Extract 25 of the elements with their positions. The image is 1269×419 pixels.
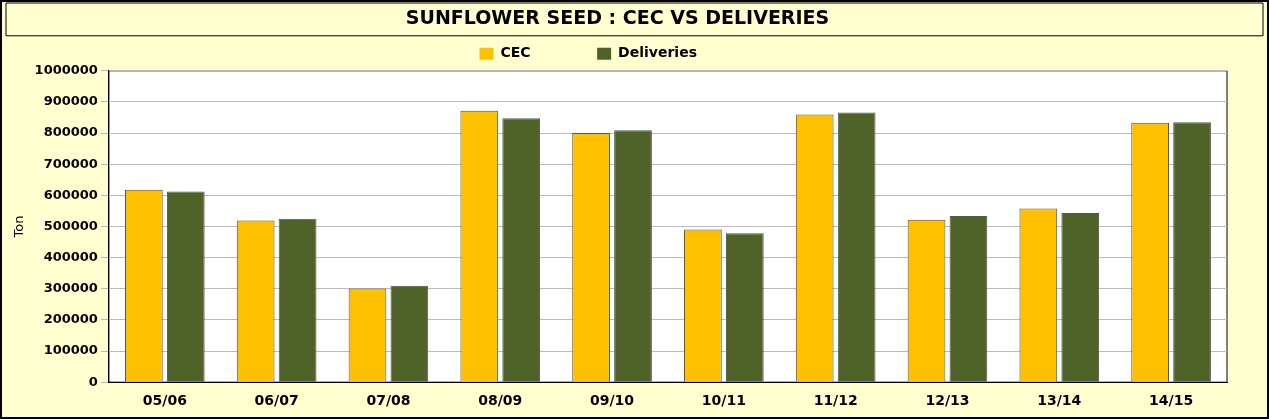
y-tick-label: 100000 xyxy=(43,342,98,358)
y-axis-title: Ton xyxy=(11,215,27,239)
x-tick-label: 08/09 xyxy=(478,392,523,409)
x-tick-label: 06/07 xyxy=(254,392,299,409)
legend-label: Deliveries xyxy=(618,44,756,61)
y-tick-label: 300000 xyxy=(43,280,98,296)
x-tick-label: 12/13 xyxy=(925,392,970,409)
chart-title: SUNFLOWER SEED : CEC VS DELIVERIES xyxy=(405,6,830,29)
y-tick-label: 0 xyxy=(88,373,98,389)
y-tick-label: 700000 xyxy=(43,155,98,171)
y-tick-label: 1000000 xyxy=(34,62,98,78)
y-tick-label: 200000 xyxy=(43,311,98,327)
x-tick-label: 14/15 xyxy=(1149,392,1194,409)
y-tick-label: 400000 xyxy=(43,249,98,265)
y-tick-label: 500000 xyxy=(43,217,98,233)
x-tick-label: 07/08 xyxy=(366,392,411,409)
x-tick-label: 11/12 xyxy=(813,392,858,409)
y-tick-label: 800000 xyxy=(43,124,98,140)
legend-label: CEC xyxy=(500,44,590,61)
y-tick-label: 600000 xyxy=(43,186,98,202)
y-tick-label: 900000 xyxy=(43,93,98,109)
x-tick-label: 05/06 xyxy=(142,392,187,409)
x-tick-label: 13/14 xyxy=(1037,392,1082,409)
x-tick-label: 09/10 xyxy=(590,392,635,409)
x-tick-label: 10/11 xyxy=(701,392,746,409)
